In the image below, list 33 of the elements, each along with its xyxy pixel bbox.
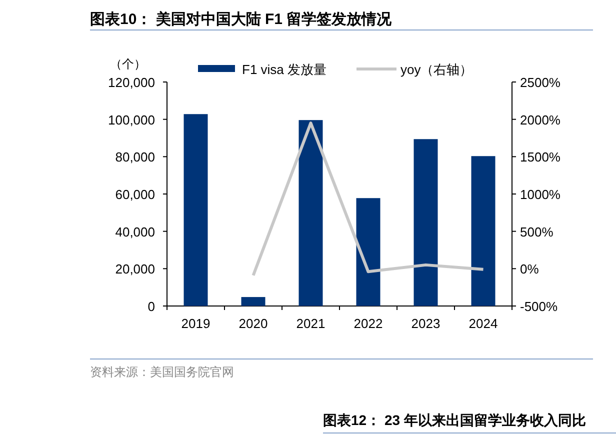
x-tick-label: 2024 xyxy=(468,316,498,331)
y-tick-label: 120,000 xyxy=(108,75,155,90)
y2-tick-label: 1500% xyxy=(520,150,561,165)
x-tick-label: 2020 xyxy=(238,316,268,331)
bar xyxy=(298,120,323,306)
y2-tick-label: 2000% xyxy=(520,112,561,128)
text: 图表12： 23 年以来出国留学业务收入同比 xyxy=(323,412,586,428)
bar xyxy=(414,139,438,306)
y-tick-label: 80,000 xyxy=(115,150,155,165)
y2-tick-label: 0% xyxy=(520,262,540,277)
y2-tick-label: 1000% xyxy=(520,187,561,202)
y2-tick-label: 2500% xyxy=(520,75,561,90)
y2-tick-label: -500% xyxy=(520,299,558,314)
line-series xyxy=(252,122,485,277)
y2-tick-label: 500% xyxy=(520,224,554,240)
x-tick-label: 2023 xyxy=(411,316,440,331)
bar xyxy=(356,198,380,306)
x-tick-label: 2019 xyxy=(181,316,210,331)
y-tick-label: 40,000 xyxy=(115,224,155,240)
x-tick-label: 2021 xyxy=(296,316,326,331)
chart-title: 图表10： 美国对中国大陆 F1 留学签发放情况 xyxy=(90,10,393,28)
legend-label: yoy（右轴） xyxy=(400,62,473,77)
x-tick-label: 2022 xyxy=(354,316,383,331)
legend-label: F1 visa 发放量 xyxy=(242,62,327,77)
y-tick-label: 100,000 xyxy=(108,112,155,128)
bar xyxy=(184,114,208,306)
y-tick-label: 0 xyxy=(148,299,155,314)
bar xyxy=(241,297,266,306)
y-tick-label: 20,000 xyxy=(115,262,155,277)
text: 资料来源：美国国务院官网 xyxy=(90,365,234,379)
y-axis-title: （个） xyxy=(110,57,146,71)
bar xyxy=(471,156,496,306)
y-tick-label: 60,000 xyxy=(115,187,155,202)
